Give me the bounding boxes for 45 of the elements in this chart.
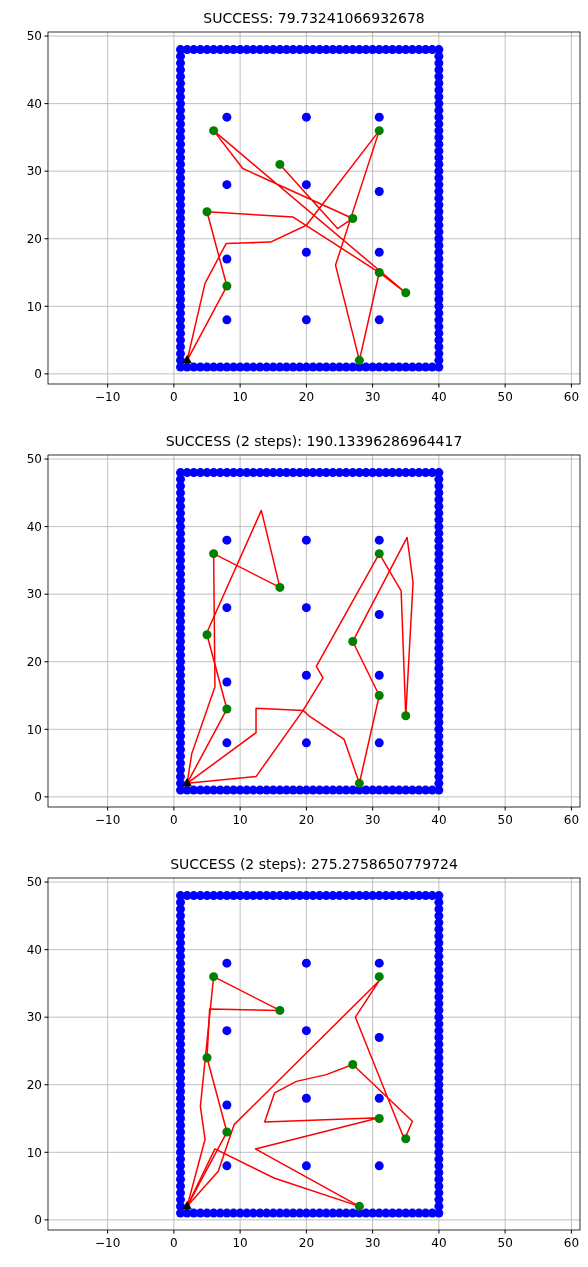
x-tick-label: 0 bbox=[170, 390, 178, 404]
y-tick-label: 0 bbox=[34, 367, 42, 382]
x-tick-label: 60 bbox=[563, 390, 580, 404]
x-tick-label: 40 bbox=[431, 813, 447, 827]
x-tick-label: 20 bbox=[298, 1236, 315, 1250]
y-tick-label: 20 bbox=[26, 1077, 42, 1092]
x-tick-label: 50 bbox=[497, 1236, 513, 1250]
y-tick-label: 40 bbox=[26, 942, 42, 957]
x-tick-label: 40 bbox=[431, 1236, 447, 1250]
x-tick-label: −10 bbox=[94, 1236, 121, 1250]
y-tick-label: 10 bbox=[26, 299, 42, 314]
x-tick-label: 10 bbox=[232, 813, 248, 827]
y-tick-label: 30 bbox=[26, 587, 42, 602]
y-tick-label: 20 bbox=[26, 654, 42, 669]
y-tick-label: 40 bbox=[26, 96, 42, 111]
x-tick-label: 30 bbox=[364, 813, 381, 827]
y-tick-label: 50 bbox=[26, 875, 42, 890]
x-tick-label: 30 bbox=[364, 390, 381, 404]
x-tick-label: −10 bbox=[94, 390, 121, 404]
y-tick-label: 50 bbox=[26, 452, 42, 467]
x-tick-label: 50 bbox=[497, 813, 513, 827]
chart-title: SUCCESS: 79.73241066932678 bbox=[203, 10, 425, 26]
y-tick-label: 10 bbox=[26, 1145, 42, 1160]
x-tick-label: 0 bbox=[170, 813, 178, 827]
y-tick-label: 30 bbox=[26, 1010, 42, 1025]
x-tick-label: −10 bbox=[94, 813, 121, 827]
x-tick-label: 60 bbox=[563, 1236, 580, 1250]
x-tick-label: 50 bbox=[497, 390, 513, 404]
x-tick-label: 20 bbox=[298, 390, 315, 404]
y-tick-label: 50 bbox=[26, 29, 42, 44]
y-tick-label: 10 bbox=[26, 722, 42, 737]
x-tick-label: 40 bbox=[431, 390, 447, 404]
chart-title: SUCCESS (2 steps): 190.13396286964417 bbox=[165, 433, 463, 449]
y-tick-label: 40 bbox=[26, 519, 42, 534]
y-tick-label: 20 bbox=[26, 231, 42, 246]
chart-title: SUCCESS (2 steps): 275.2758650779724 bbox=[170, 856, 458, 872]
y-tick-label: 0 bbox=[34, 790, 42, 805]
x-tick-label: 60 bbox=[563, 813, 580, 827]
y-tick-label: 30 bbox=[26, 164, 42, 179]
x-tick-label: 30 bbox=[364, 1236, 381, 1250]
x-tick-label: 20 bbox=[298, 813, 315, 827]
x-tick-label: 10 bbox=[232, 390, 248, 404]
y-tick-label: 0 bbox=[34, 1213, 42, 1228]
x-tick-label: 10 bbox=[232, 1236, 248, 1250]
x-tick-label: 0 bbox=[170, 1236, 178, 1250]
